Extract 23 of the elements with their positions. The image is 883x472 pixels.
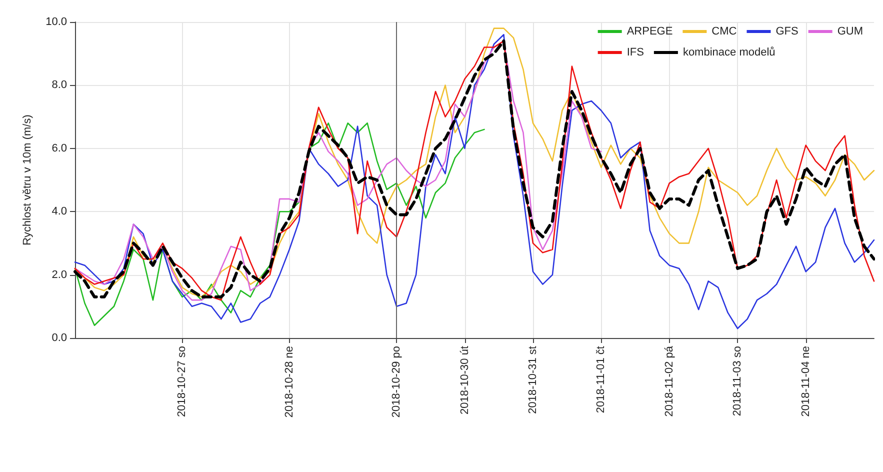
- x-tick-label: 2018-10-27 so: [176, 346, 188, 417]
- x-tick-label: 2018-11-03 so: [732, 346, 744, 416]
- y-tick-label: 0.0: [52, 332, 67, 344]
- legend-label: CMC: [712, 26, 737, 38]
- x-tick-label: 2018-10-28 ne: [283, 346, 296, 418]
- legend-label: IFS: [626, 46, 644, 58]
- x-tick-label: 2018-10-29 po: [390, 346, 403, 418]
- y-axis-title: Rychlost větru v 10m (m/s): [22, 114, 34, 246]
- legend-label: GUM: [837, 26, 864, 38]
- y-tick-label: 4.0: [52, 206, 67, 218]
- y-tick-label: 6.0: [52, 142, 67, 154]
- x-tick-label: 2018-10-31 st: [526, 346, 539, 414]
- x-tick-label: 2018-11-01 čt: [595, 346, 608, 414]
- y-tick-label: 8.0: [52, 79, 67, 92]
- x-tick-label: 2018-10-30 út: [458, 346, 471, 414]
- legend-label: GFS: [776, 26, 798, 38]
- x-tick-label: 2018-11-02 pá: [663, 345, 676, 417]
- legend-label: kombinace modelů: [682, 46, 776, 58]
- x-tick-label: 2018-11-04 ne: [800, 346, 812, 417]
- legend-label: ARPEGE: [626, 26, 673, 38]
- line-series: [74, 122, 485, 326]
- y-tick-label: 10.0: [46, 16, 67, 28]
- y-tick-label: 2.0: [52, 268, 67, 281]
